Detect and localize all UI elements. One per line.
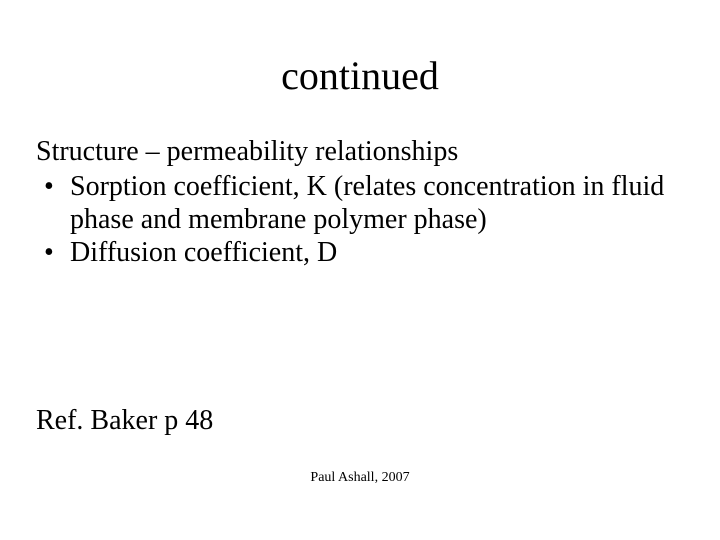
slide-title: continued [0,0,720,99]
list-item: Sorption coefficient, K (relates concent… [36,170,684,236]
bullet-list: Sorption coefficient, K (relates concent… [36,170,684,269]
lead-text: Structure – permeability relationships [36,135,684,168]
reference-text: Ref. Baker p 48 [36,405,213,437]
slide-body: Structure – permeability relationships S… [0,99,720,269]
footer-text: Paul Ashall, 2007 [0,470,720,486]
slide: continued Structure – permeability relat… [0,0,720,540]
list-item: Diffusion coefficient, D [36,236,684,269]
